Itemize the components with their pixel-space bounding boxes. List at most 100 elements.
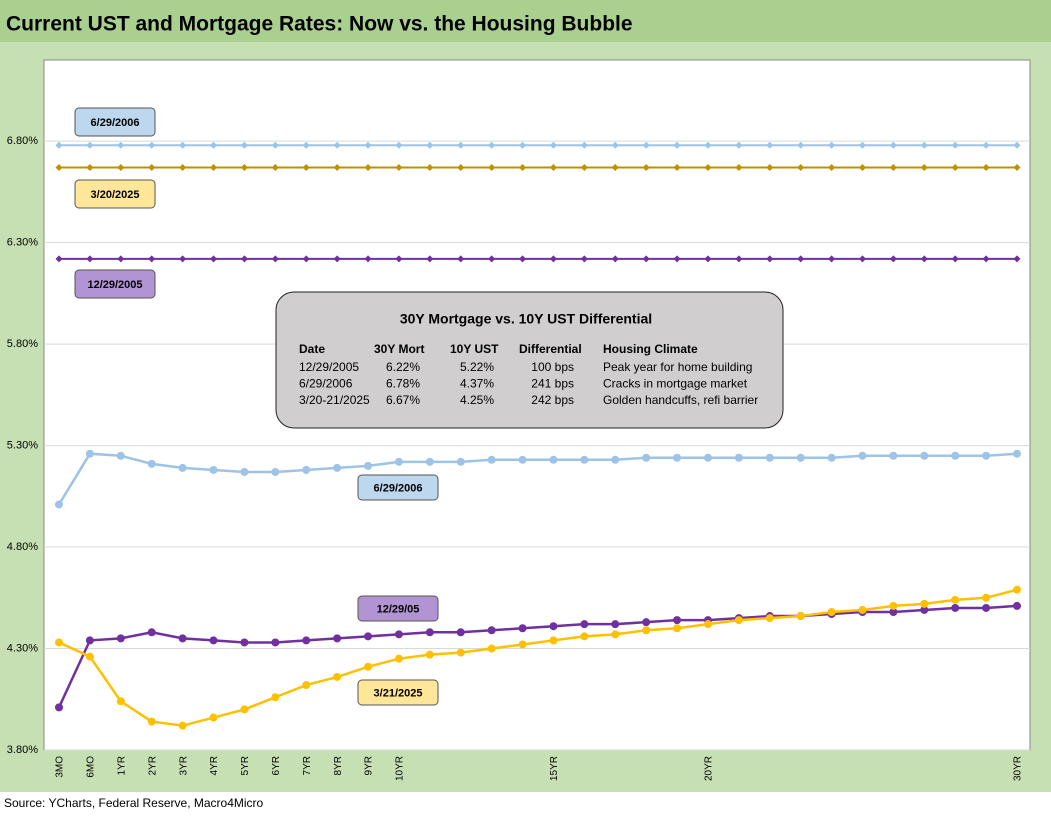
point: [395, 141, 403, 149]
point: [147, 628, 156, 637]
point: [951, 451, 960, 460]
point: [766, 164, 774, 172]
point: [734, 616, 743, 625]
x-tick-label: 8YR: [333, 756, 344, 775]
point: [858, 255, 866, 263]
point: [982, 164, 990, 172]
point: [179, 255, 187, 263]
x-tick-label: 20YR: [704, 756, 715, 781]
point: [302, 681, 311, 690]
point: [611, 164, 619, 172]
x-tick-label: 6YR: [271, 756, 282, 775]
point: [703, 620, 712, 629]
point: [519, 141, 527, 149]
point: [704, 164, 712, 172]
point: [240, 164, 248, 172]
point: [271, 255, 279, 263]
point: [240, 141, 248, 149]
point: [982, 451, 991, 460]
point: [55, 638, 63, 647]
x-tick-label: 3MO: [55, 756, 66, 778]
point: [920, 605, 929, 614]
point: [117, 141, 125, 149]
point: [858, 451, 867, 460]
x-tick-label: 7YR: [302, 756, 313, 775]
point: [673, 616, 682, 625]
point: [797, 164, 805, 172]
point: [116, 634, 125, 643]
point: [519, 255, 527, 263]
point: [394, 630, 403, 639]
x-tick-label: 5YR: [240, 756, 251, 775]
point: [580, 164, 588, 172]
point: [580, 141, 588, 149]
series-label: 3/21/2025: [374, 687, 423, 699]
point: [271, 141, 279, 149]
point: [642, 255, 650, 263]
point: [55, 164, 63, 172]
point: [951, 164, 959, 172]
point: [889, 601, 898, 610]
point: [549, 622, 558, 631]
table-cell: 6.67%: [386, 393, 420, 407]
point: [642, 618, 651, 627]
point: [704, 141, 712, 149]
point: [765, 614, 774, 623]
point: [302, 636, 311, 645]
point: [302, 164, 310, 172]
point: [488, 164, 496, 172]
point: [85, 636, 94, 645]
series-line: [57, 452, 1018, 506]
point: [642, 626, 651, 635]
point: [920, 255, 928, 263]
series-label-box: [357, 595, 439, 622]
point: [426, 255, 434, 263]
series-label: 12/29/2005: [87, 279, 142, 291]
point: [828, 255, 836, 263]
x-tick-label: 3YR: [178, 756, 189, 775]
series-label: 6/29/2006: [91, 117, 140, 129]
point: [148, 255, 156, 263]
point: [735, 164, 743, 172]
point: [796, 453, 805, 462]
point: [518, 624, 527, 633]
y-tick-label: 5.80%: [7, 338, 38, 350]
point: [518, 455, 527, 464]
point: [889, 608, 898, 616]
point: [364, 632, 373, 641]
point: [395, 164, 403, 172]
point: [1013, 255, 1021, 263]
point: [580, 455, 589, 464]
series-label-box: [357, 679, 439, 706]
point: [457, 164, 465, 172]
point: [179, 141, 187, 149]
point: [178, 463, 187, 472]
table-header: Housing Climate: [603, 342, 698, 356]
point: [611, 620, 620, 629]
point: [549, 164, 557, 172]
point: [920, 451, 929, 460]
point: [797, 255, 805, 263]
point: [982, 141, 990, 149]
plot-area: [43, 59, 1031, 751]
point: [425, 628, 434, 637]
point: [240, 638, 249, 647]
point: [673, 164, 681, 172]
series-label: 6/29/2006: [374, 482, 423, 494]
point: [209, 636, 218, 645]
point: [210, 255, 218, 263]
x-tick-label: 15YR: [549, 756, 560, 781]
point: [240, 467, 249, 476]
point: [271, 467, 280, 476]
point: [858, 605, 867, 614]
point: [920, 164, 928, 172]
point: [796, 612, 805, 621]
table-cell: 3/20-21/2025: [299, 393, 370, 407]
point: [889, 141, 897, 149]
point: [147, 459, 156, 468]
x-tick-label: 2YR: [147, 756, 158, 775]
point: [116, 697, 125, 706]
point: [549, 636, 558, 645]
point: [333, 255, 341, 263]
point: [549, 455, 558, 464]
